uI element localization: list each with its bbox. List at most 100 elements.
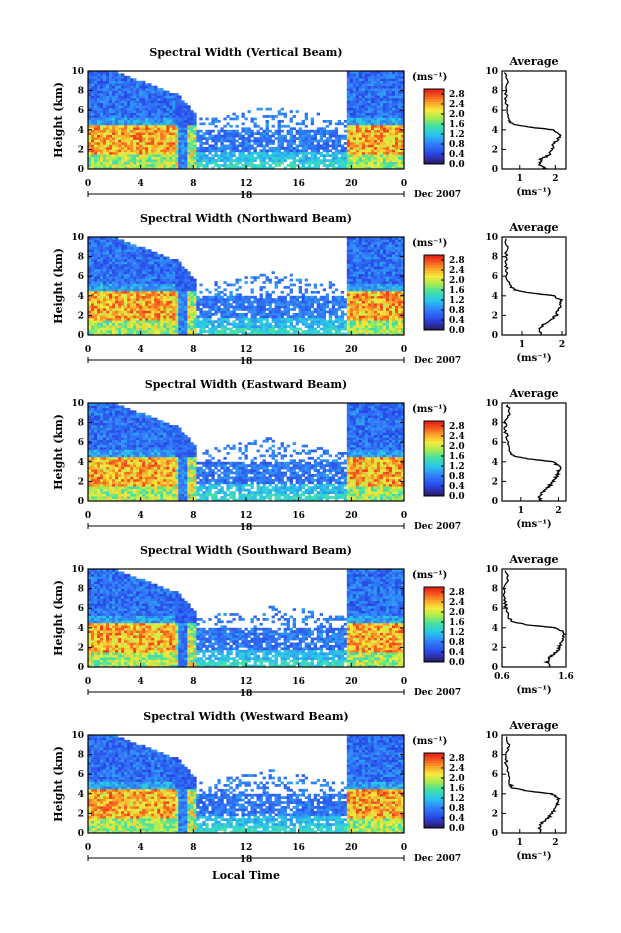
heatmap-cell [145,315,148,318]
y-tick-label: 8 [78,87,84,97]
heatmap-cells [88,71,404,169]
heatmap-cell [103,239,106,242]
heatmap-cell [238,315,241,318]
heatmap-cell [178,303,181,306]
heatmap-cell [91,162,94,165]
heatmap-cell [100,110,103,113]
heatmap-cell [136,120,139,123]
heatmap-cell [356,78,359,81]
heatmap-cell [305,306,308,309]
heatmap-cell [368,164,371,167]
heatmap-cell [386,98,389,101]
heatmap-cell [154,320,157,323]
profile-y-tick-label: 4 [492,126,498,136]
heatmap-cell [362,147,365,150]
heatmap-cell [377,113,380,116]
heatmap-cell [395,127,398,130]
heatmap-cell [395,113,398,116]
heatmap-cell [344,157,347,160]
heatmap-cell [305,325,308,328]
heatmap-cell [115,154,118,157]
heatmap-cell [136,83,139,86]
heatmap-cell [106,313,109,316]
profile-y-tick-label: 8 [492,87,498,97]
heatmap-cell [160,147,163,150]
heatmap-cell [347,81,350,84]
heatmap-cell [386,86,389,89]
heatmap-cell [145,98,148,101]
heatmap-cell [202,306,205,309]
heatmap-cell [362,73,365,76]
heatmap-cell [335,296,338,299]
heatmap-cell [172,288,175,291]
heatmap-cell [311,162,314,165]
heatmap-cell [163,269,166,272]
heatmap-cell [362,86,365,89]
heatmap-cell [214,149,217,152]
heatmap-cell [100,308,103,311]
heatmap-cell [130,100,133,103]
heatmap-cell [163,286,166,289]
heatmap-cell [299,279,302,282]
heatmap-cell [94,100,97,103]
heatmap-cell [166,164,169,167]
heatmap-cell [181,159,184,162]
heatmap-cell [235,330,238,333]
heatmap-cell [208,320,211,323]
heatmap-cell [314,328,317,331]
heatmap-cell [190,281,193,284]
heatmap-cell [154,120,157,123]
heatmap-cell [91,281,94,284]
heatmap-cell [160,88,163,91]
heatmap-cell [365,137,368,140]
heatmap-cell [139,311,142,314]
heatmap-cell [148,122,151,125]
heatmap-cell [133,113,136,116]
heatmap-cell [338,306,341,309]
heatmap-cell [91,303,94,306]
heatmap-cell [145,164,148,167]
heatmap-cell [127,120,130,123]
heatmap-cell [169,303,172,306]
heatmap-cell [223,301,226,304]
heatmap-cell [142,115,145,118]
heatmap-cell [187,284,190,287]
heatmap-cell [383,130,386,133]
heatmap-cell [365,142,368,145]
heatmap-cell [139,298,142,301]
heatmap-cell [208,301,211,304]
heatmap-cell [145,149,148,152]
heatmap-cell [374,105,377,108]
heatmap-cell [124,132,127,135]
heatmap-cell [145,137,148,140]
heatmap-cell [169,291,172,294]
heatmap-cell [278,149,281,152]
heatmap-cell [97,276,100,279]
heatmap-cell [380,86,383,89]
heatmap-cell [398,164,401,167]
heatmap-cell [335,145,338,148]
heatmap-cell [184,159,187,162]
heatmap-cell [281,306,284,309]
heatmap-cell [181,147,184,150]
heatmap-cell [205,296,208,299]
heatmap-cell [109,93,112,96]
heatmap-cell [254,157,257,160]
heatmap-cell [287,313,290,316]
heatmap-cell [323,127,326,130]
heatmap-cell [374,93,377,96]
heatmap-cell [163,159,166,162]
heatmap-cell [112,115,115,118]
heatmap-cell [251,162,254,165]
heatmap-cell [109,152,112,155]
heatmap-cell [100,140,103,143]
heatmap-cell [121,73,124,76]
heatmap-cell [293,164,296,167]
heatmap-cell [160,274,163,277]
heatmap-cell [389,115,392,118]
heatmap-cell [154,115,157,118]
heatmap-cell [248,303,251,306]
heatmap-cell [335,308,338,311]
heatmap-cell [163,291,166,294]
heatmap-cell [118,127,121,130]
